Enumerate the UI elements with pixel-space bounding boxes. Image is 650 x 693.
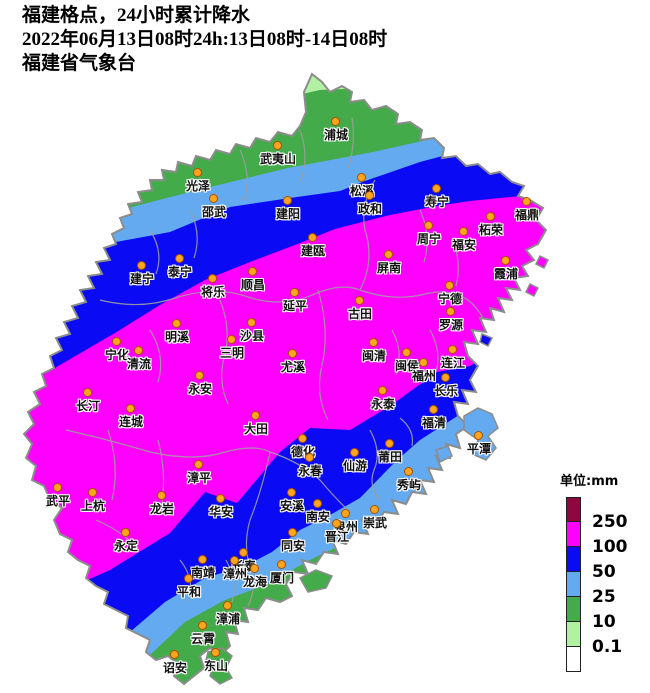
legend-color-cell xyxy=(566,572,581,597)
islet-xiapu-2 xyxy=(534,254,550,270)
legend: 单位:mm 250 100 50 25 10 0.1 xyxy=(558,470,628,672)
agency-name: 福建省气象台 xyxy=(22,53,137,74)
legend-tick-label: 25 xyxy=(592,587,616,607)
legend-unit-label: 单位:mm xyxy=(560,474,619,489)
legend-color-cell xyxy=(566,647,581,672)
legend-tick-label: 50 xyxy=(592,562,616,582)
island-jinmen xyxy=(298,569,334,593)
interior-boundaries xyxy=(65,117,485,607)
page-title: 福建格点，24小时累计降水 xyxy=(22,5,251,26)
island-nanri xyxy=(435,445,453,464)
valid-period: 2022年06月13日08时24h:13日08时-14日08时 xyxy=(22,29,388,50)
legend-tick-label: 100 xyxy=(592,537,628,557)
province-outline xyxy=(22,72,548,686)
legend-color-cell xyxy=(566,597,581,622)
legend-colorbar xyxy=(566,497,581,672)
island-pingtan xyxy=(463,407,499,461)
island-dongshan xyxy=(205,647,234,685)
legend-color-cell xyxy=(566,497,581,522)
legend-tick-label: 10 xyxy=(592,612,616,632)
islet-xiapu-1 xyxy=(524,282,540,298)
legend-color-cell xyxy=(566,547,581,572)
legend-color-cell xyxy=(566,622,581,647)
islet-lianjiang xyxy=(479,332,494,348)
legend-tick-label: 0.1 xyxy=(592,637,623,657)
legend-color-cell xyxy=(566,522,581,547)
map-header: 福建格点，24小时累计降水 2022年06月13日08时24h:13日08时-1… xyxy=(22,4,387,76)
legend-tick-label: 250 xyxy=(592,512,628,532)
